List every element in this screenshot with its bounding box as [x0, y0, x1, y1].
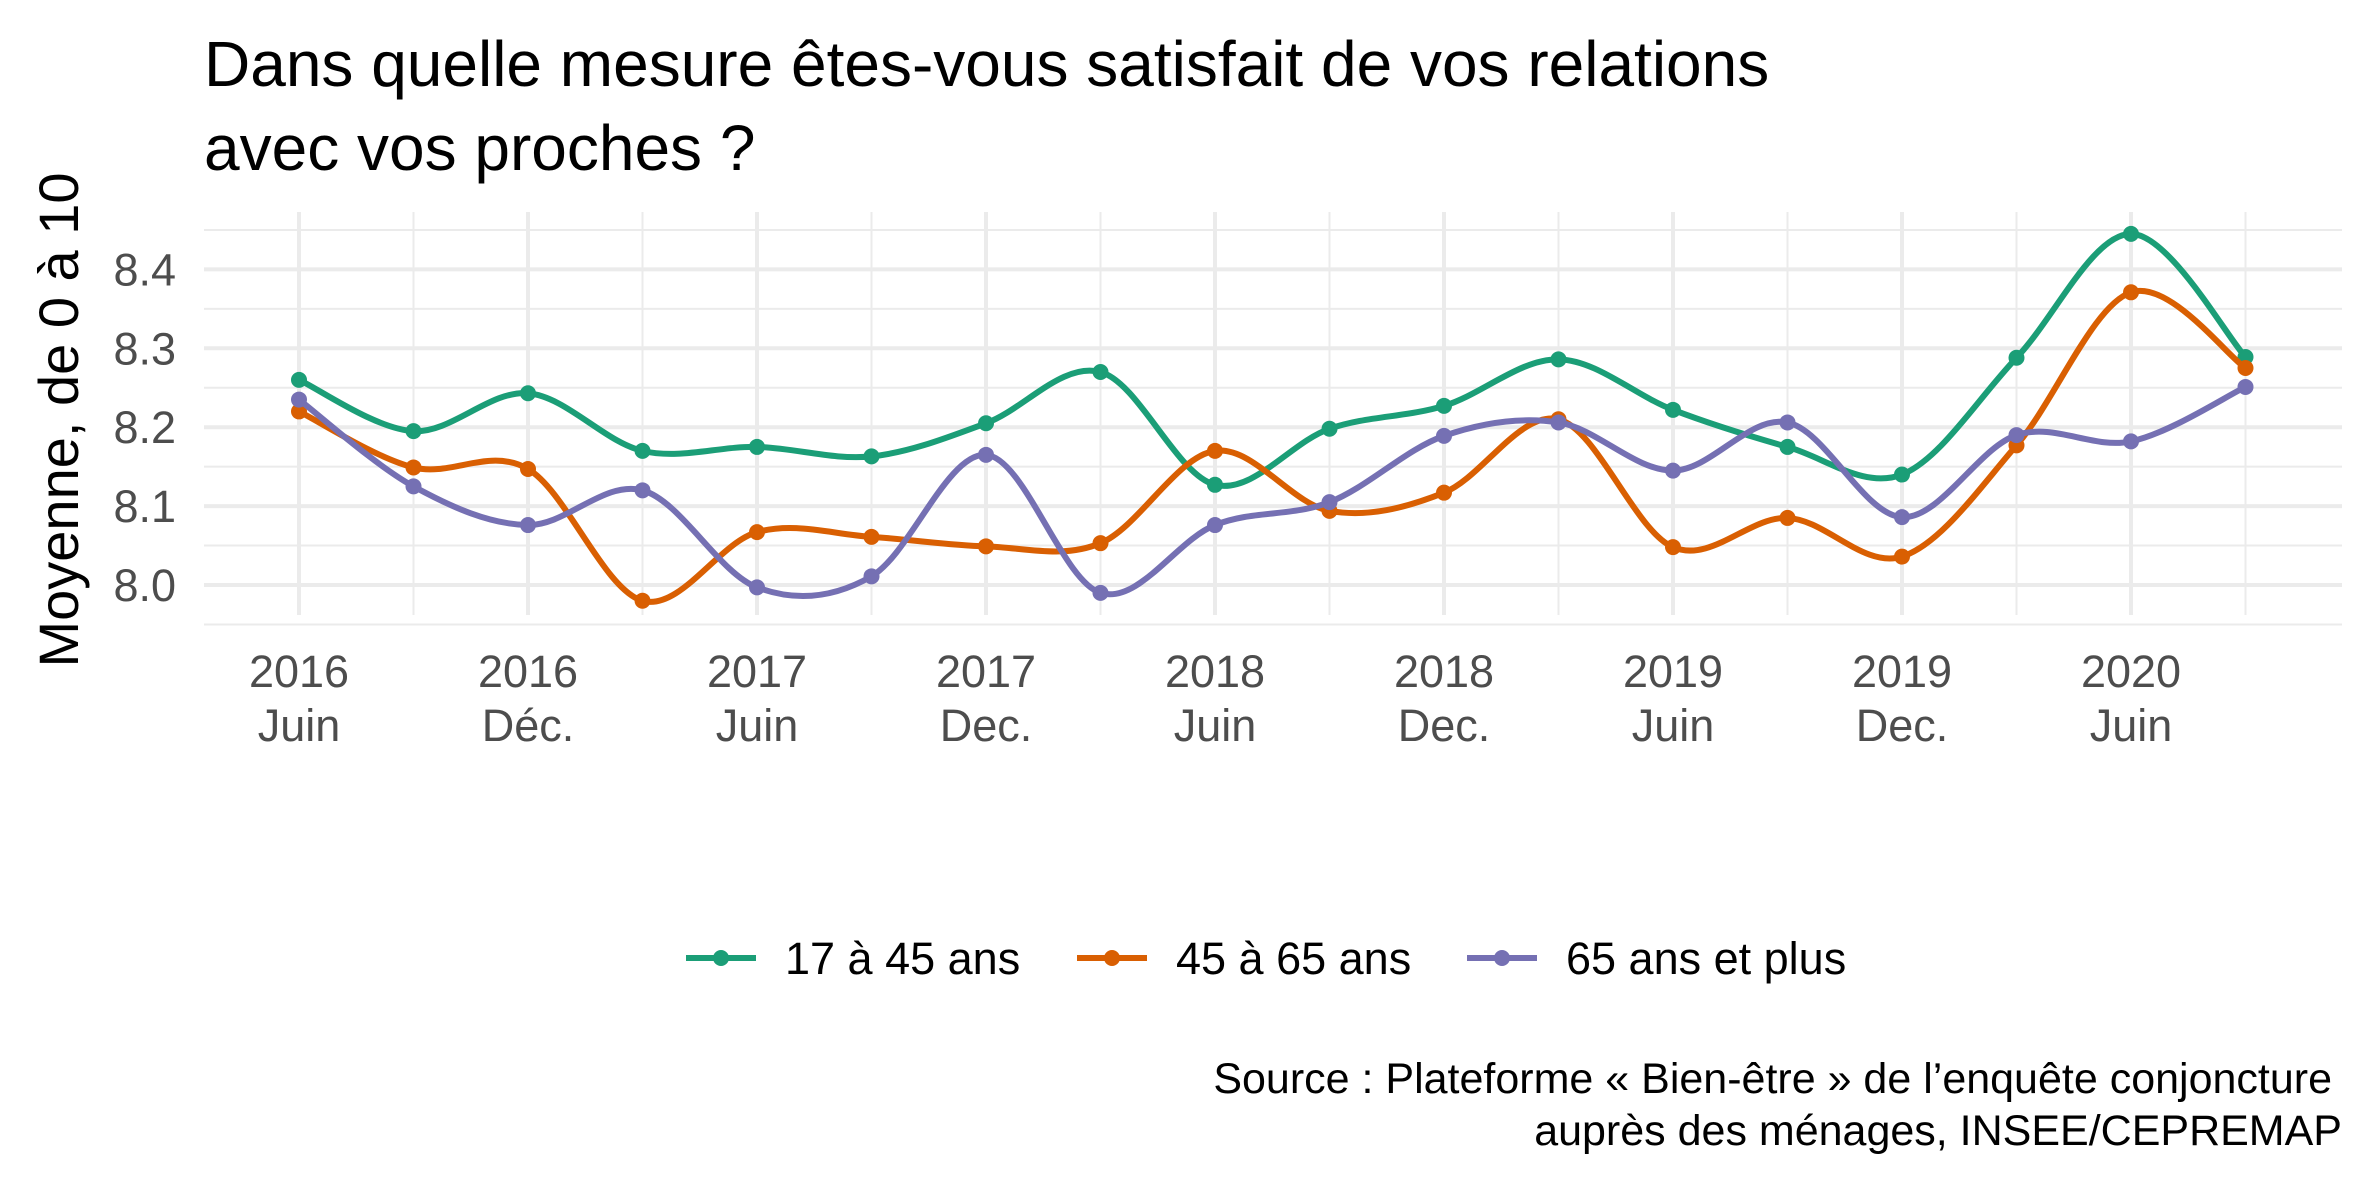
- legend-label: 65 ans et plus: [1566, 933, 1846, 984]
- data-point: [1207, 476, 1223, 493]
- x-tick-label-month: Juin: [1632, 700, 1715, 751]
- legend-label: 45 à 65 ans: [1176, 933, 1411, 984]
- chart-title-line-2: avec vos proches ?: [204, 112, 755, 184]
- x-tick-label-year: 2019: [1852, 646, 1952, 697]
- data-point: [1894, 509, 1910, 526]
- caption-line-1: Source : Plateforme « Bien-être » de l’e…: [1213, 1055, 2332, 1103]
- x-tick-label-month: Dec.: [940, 700, 1033, 751]
- x-tick-label-month: Dec.: [1398, 700, 1491, 751]
- caption-line-2: auprès des ménages, INSEE/CEPREMAP: [1534, 1107, 2342, 1155]
- data-point: [2008, 427, 2025, 444]
- chart-title-line-1: Dans quelle mesure êtes-vous satisfait d…: [204, 28, 1769, 100]
- x-tick-label-month: Juin: [1174, 700, 1257, 751]
- data-point: [1092, 535, 1109, 552]
- data-point: [1894, 466, 1910, 483]
- x-tick-label-year: 2018: [1165, 646, 1265, 697]
- x-tick-label-year: 2016: [478, 646, 578, 697]
- data-point: [1436, 397, 1452, 414]
- series-line: [296, 287, 2249, 605]
- y-tick-label: 8.3: [113, 323, 176, 374]
- data-point: [1550, 414, 1567, 431]
- data-point: [2123, 284, 2139, 301]
- data-point: [1894, 548, 1910, 565]
- x-tick-label-year: 2020: [2081, 646, 2181, 697]
- series-line: [296, 383, 2249, 600]
- data-point: [1436, 427, 1452, 444]
- data-point: [2123, 433, 2139, 450]
- data-point: [863, 448, 880, 465]
- data-point: [2008, 349, 2025, 366]
- legend-key-point: [1494, 950, 1510, 966]
- data-point: [863, 528, 880, 545]
- x-tick-label-year: 2016: [249, 646, 349, 697]
- data-point: [520, 517, 536, 534]
- legend: 17 à 45 ans 45 à 65 ans 65 ans et plus: [686, 933, 1846, 984]
- data-point: [1665, 462, 1681, 479]
- data-point: [2237, 378, 2254, 395]
- data-point: [1321, 494, 1338, 511]
- data-point: [749, 524, 765, 541]
- data-point: [1207, 442, 1223, 459]
- series-1: [291, 225, 2254, 493]
- series-3: [291, 378, 2254, 601]
- data-point: [2123, 225, 2139, 242]
- data-point: [978, 446, 994, 463]
- y-axis-ticks: 8.0 8.1 8.2 8.3 8.4: [113, 244, 176, 611]
- x-tick-label-year: 2017: [707, 646, 807, 697]
- data-point: [634, 482, 651, 499]
- grid: [204, 212, 2342, 626]
- x-tick-label-year: 2018: [1394, 646, 1494, 697]
- legend-item-45-65: 45 à 65 ans: [1077, 933, 1411, 984]
- x-tick-label-month: Juin: [2090, 700, 2173, 751]
- y-tick-label: 8.2: [113, 402, 176, 453]
- series-line: [296, 230, 2249, 489]
- y-tick-label: 8.4: [113, 244, 176, 295]
- data-point: [1779, 438, 1796, 455]
- x-tick-label-year: 2017: [936, 646, 1036, 697]
- x-tick-label-month: Juin: [716, 700, 799, 751]
- x-tick-label-month: Dec.: [1856, 700, 1949, 751]
- data-point: [1665, 401, 1681, 418]
- data-point: [405, 423, 422, 440]
- data-point: [291, 391, 307, 408]
- data-point: [1779, 509, 1796, 526]
- data-point: [291, 403, 307, 420]
- x-tick-label-year: 2019: [1623, 646, 1723, 697]
- data-point: [1207, 517, 1223, 534]
- x-tick-label-month: Déc.: [482, 700, 575, 751]
- data-point: [1436, 484, 1452, 501]
- y-axis-label: Moyenne, de 0 à 10: [27, 172, 90, 667]
- data-point: [634, 442, 651, 459]
- legend-key-point: [713, 950, 729, 966]
- legend-key-point: [1104, 950, 1120, 966]
- data-point: [291, 371, 307, 388]
- data-point: [520, 461, 536, 478]
- data-point: [1092, 584, 1109, 601]
- data-point: [405, 478, 422, 495]
- data-point: [1779, 414, 1796, 431]
- data-point: [749, 579, 765, 596]
- data-point: [978, 415, 994, 432]
- series-lines: [291, 225, 2254, 609]
- data-point: [978, 538, 994, 555]
- legend-item-17-45: 17 à 45 ans: [686, 933, 1020, 984]
- data-point: [1321, 420, 1338, 437]
- x-axis-ticks: 2016Juin2016Déc.2017Juin2017Dec.2018Juin…: [249, 646, 2181, 751]
- y-tick-label: 8.1: [113, 481, 176, 532]
- legend-label: 17 à 45 ans: [785, 933, 1020, 984]
- data-point: [1550, 351, 1567, 368]
- legend-item-65-plus: 65 ans et plus: [1467, 933, 1846, 984]
- data-point: [2237, 360, 2254, 377]
- data-point: [749, 438, 765, 455]
- data-point: [405, 459, 422, 476]
- data-point: [520, 385, 536, 402]
- x-tick-label-month: Juin: [258, 700, 341, 751]
- data-point: [1665, 539, 1681, 556]
- data-point: [863, 568, 880, 585]
- y-tick-label: 8.0: [113, 560, 176, 611]
- data-point: [1092, 363, 1109, 380]
- data-point: [634, 592, 651, 609]
- series-2: [291, 284, 2254, 609]
